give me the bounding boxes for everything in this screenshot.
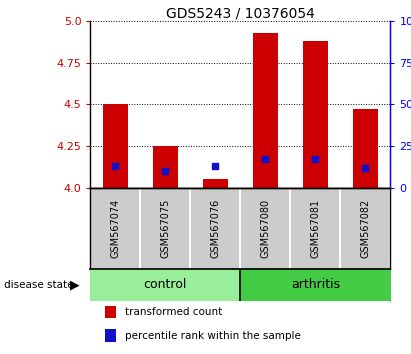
Bar <box>153 146 178 188</box>
Bar <box>253 33 278 188</box>
Title: GDS5243 / 10376054: GDS5243 / 10376054 <box>166 6 315 20</box>
Bar <box>353 109 378 188</box>
Bar <box>203 179 228 188</box>
Text: disease state: disease state <box>4 280 74 290</box>
Text: GSM567082: GSM567082 <box>360 199 370 258</box>
Text: GSM567081: GSM567081 <box>310 199 321 258</box>
Text: control: control <box>144 279 187 291</box>
Text: GSM567075: GSM567075 <box>160 199 171 258</box>
Text: GSM567076: GSM567076 <box>210 199 220 258</box>
Bar <box>105 330 116 342</box>
Text: percentile rank within the sample: percentile rank within the sample <box>125 331 301 341</box>
Text: arthritis: arthritis <box>291 279 340 291</box>
Text: ▶: ▶ <box>70 279 79 291</box>
Bar <box>103 104 128 188</box>
Text: GSM567080: GSM567080 <box>261 199 270 258</box>
Text: GSM567074: GSM567074 <box>111 199 120 258</box>
Text: transformed count: transformed count <box>125 307 222 317</box>
Bar <box>105 306 116 318</box>
Bar <box>303 41 328 188</box>
